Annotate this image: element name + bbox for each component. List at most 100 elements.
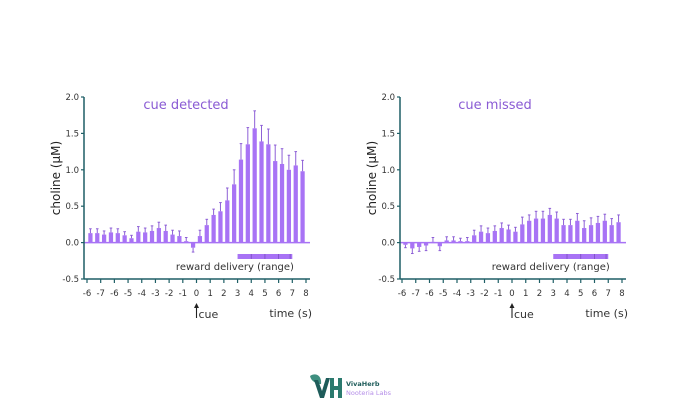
bar (286, 169, 292, 243)
y-tick-label: -0.5 (62, 275, 79, 285)
bar (575, 220, 580, 243)
bar (540, 218, 546, 243)
bar (520, 224, 525, 243)
y-tick-label: 0.5 (381, 202, 395, 212)
bar (533, 218, 539, 243)
x-tick-label: -7 (96, 289, 104, 299)
y-axis-label: choline (μM) (365, 141, 379, 215)
bar (568, 225, 573, 243)
chart-cue-detected: cue detected choline (μM) 2.0 1.5 1.0 0.5 0.0 -… (49, 93, 312, 321)
bar (423, 242, 429, 246)
bar (259, 141, 264, 243)
x-tick-label: -1 (179, 289, 187, 299)
bar (225, 200, 230, 243)
x-tick-label: 5 (262, 289, 267, 299)
x-tick-label: -4 (453, 289, 461, 299)
x-tick-label: -2 (165, 289, 173, 299)
x-tick-label: -4 (138, 289, 146, 299)
bar (279, 163, 285, 243)
bar (252, 128, 257, 243)
bar (177, 236, 182, 243)
bar (232, 184, 237, 243)
bar (437, 242, 442, 247)
x-tick-label: 7 (606, 289, 611, 299)
bar (417, 242, 422, 247)
cue-label: cue (199, 308, 219, 321)
y-tick-label: 1.0 (65, 166, 79, 176)
x-tick-label: 4 (249, 289, 254, 299)
bar (197, 236, 203, 243)
bar (293, 165, 298, 243)
y-tick-label: 1.0 (381, 166, 395, 176)
bar (403, 242, 408, 245)
cue-arrowhead-icon (194, 303, 199, 308)
bar (149, 230, 155, 243)
y-tick-label: -0.5 (378, 275, 395, 285)
bar (506, 229, 511, 243)
cue-arrowhead-icon (509, 303, 515, 308)
y-tick-label: 0.5 (65, 202, 79, 212)
bar (238, 159, 244, 243)
chart-title: cue missed (458, 98, 532, 113)
y-tick-label: 0.0 (65, 239, 79, 249)
bar (129, 238, 134, 243)
bar (513, 231, 518, 243)
x-tick-label: -7 (412, 289, 420, 299)
bar (190, 242, 196, 248)
x-axis-label: time (s) (585, 307, 628, 320)
bar (156, 228, 161, 243)
y-tick-label: 1.5 (65, 129, 79, 139)
bar (616, 222, 621, 243)
x-tick-label: -6 (398, 289, 406, 299)
bar (211, 214, 216, 243)
bar (101, 234, 107, 243)
bar (136, 231, 141, 243)
bar (602, 220, 607, 243)
x-tick-label: 5 (578, 289, 583, 299)
x-tick-label: 0 (194, 289, 199, 299)
x-tick-label: 2 (221, 289, 226, 299)
x-tick-label: 6 (592, 289, 597, 299)
x-tick-label: 8 (619, 289, 624, 299)
x-tick-label: -5 (439, 289, 447, 299)
reward-range-label: reward delivery (range) (176, 262, 294, 273)
bar (170, 234, 175, 243)
bar (204, 225, 209, 243)
y-tick-label: 2.0 (65, 93, 79, 103)
y-axis-label: choline (μM) (49, 141, 63, 215)
bar (163, 230, 168, 243)
bar (485, 233, 491, 243)
bar (472, 235, 477, 243)
bar (582, 228, 587, 243)
reward-range-label: reward delivery (range) (492, 262, 610, 273)
x-tick-label: 8 (303, 289, 308, 299)
x-tick-label: 0 (509, 289, 514, 299)
bar (88, 233, 93, 243)
logo-subtitle: Nooteria Labs (346, 389, 392, 397)
x-tick-label: 4 (564, 289, 569, 299)
charts-figure: cue detected choline (μM) 2.0 1.5 1.0 0.5 0.0 -… (49, 93, 628, 321)
bar (588, 225, 594, 243)
bar (115, 233, 120, 243)
bar (547, 214, 552, 243)
bar (266, 144, 271, 243)
bar (595, 222, 601, 243)
bar (478, 231, 484, 243)
bar (273, 161, 278, 243)
x-tick-label: -3 (151, 289, 159, 299)
vivaherb-logo: VivaHerb Nooteria Labs (308, 372, 398, 404)
x-tick-label: 3 (235, 289, 240, 299)
bar (492, 230, 497, 243)
bar (561, 225, 566, 243)
x-tick-label: -2 (480, 289, 488, 299)
x-tick-label: 7 (290, 289, 295, 299)
x-tick-label: 1 (523, 289, 528, 299)
y-tick-label: 0.0 (381, 239, 395, 249)
bar (245, 144, 250, 243)
x-tick-label: 2 (537, 289, 542, 299)
chart-title: cue detected (143, 98, 228, 113)
x-axis-label: time (s) (269, 307, 312, 320)
y-tick-label: 2.0 (381, 93, 395, 103)
bar (444, 240, 449, 243)
bar (108, 232, 114, 243)
